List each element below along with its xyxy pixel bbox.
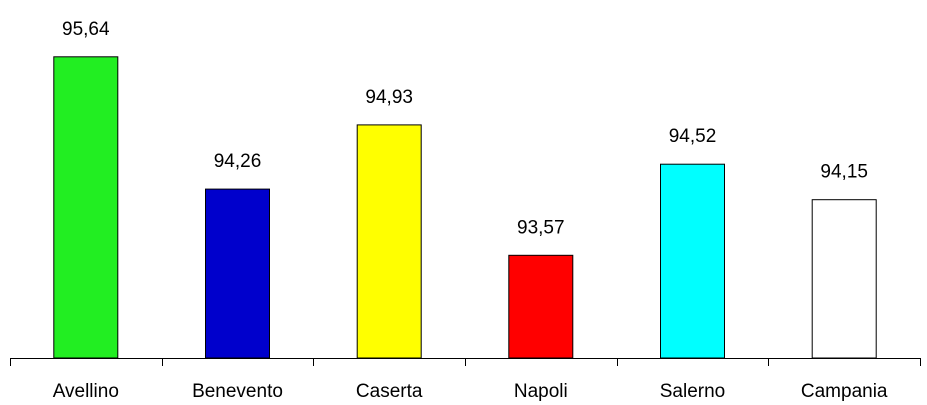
value-label-avellino: 95,64 xyxy=(62,19,110,40)
bars-group xyxy=(53,56,877,359)
value-label-caserta: 94,93 xyxy=(365,87,413,108)
bar-caserta xyxy=(356,124,422,359)
category-label-campania: Campania xyxy=(801,381,888,402)
category-label-caserta: Caserta xyxy=(356,381,423,402)
value-label-salerno: 94,52 xyxy=(669,126,717,147)
value-label-benevento: 94,26 xyxy=(214,151,262,172)
value-label-napoli: 93,57 xyxy=(517,217,565,238)
bar-salerno xyxy=(660,163,725,359)
value-labels-group: 95,64 94,26 94,93 93,57 94,52 94,15 xyxy=(62,19,868,239)
category-label-avellino: Avellino xyxy=(53,381,119,402)
bar-avellino xyxy=(53,56,119,359)
category-label-napoli: Napoli xyxy=(514,381,568,402)
x-axis xyxy=(10,358,921,366)
value-label-campania: 94,15 xyxy=(820,162,868,183)
category-label-salerno: Salerno xyxy=(660,381,726,402)
bar-campania xyxy=(811,199,877,359)
bar-benevento xyxy=(205,188,270,359)
bar-napoli xyxy=(508,254,574,359)
category-label-benevento: Benevento xyxy=(192,381,283,402)
category-labels-group: Avellino Benevento Caserta Napoli Salerno Cam… xyxy=(53,381,888,402)
